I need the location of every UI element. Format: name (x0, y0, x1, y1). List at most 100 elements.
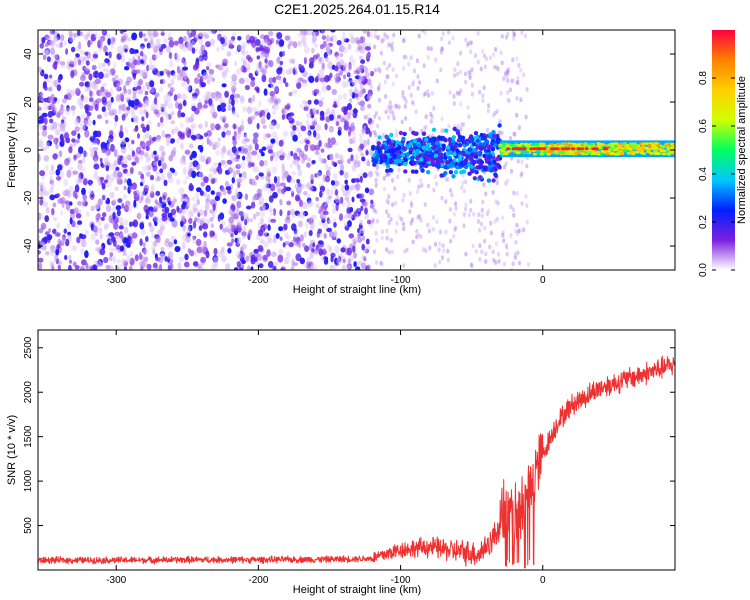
spectrogram-cell (478, 243, 482, 249)
spectrogram-cell (235, 207, 240, 216)
spectrogram-cell (376, 141, 382, 146)
spectrogram-cell (238, 211, 244, 216)
spectrogram-cell (49, 194, 55, 201)
spectrogram-cell (333, 221, 337, 228)
spectrogram-cell (237, 220, 243, 228)
spectrogram-cell (321, 158, 327, 164)
spectrogram-cell (327, 166, 332, 171)
spectrogram-cell (403, 169, 408, 174)
spectrogram-cell (82, 156, 86, 164)
spectrogram-cell (151, 232, 156, 239)
spectrogram-cell (472, 141, 477, 147)
spectrogram-cell (519, 172, 523, 178)
spectrogram-cell (524, 150, 530, 154)
spectrogram-cell (461, 180, 465, 186)
spectrogram-cell (142, 241, 146, 248)
spectrogram-cell (229, 94, 235, 100)
spectrogram-cell (235, 99, 239, 104)
spectrogram-cell (131, 32, 138, 40)
spectrogram-cell (493, 172, 498, 177)
spectrogram-cell (369, 31, 374, 39)
spectrogram-cell (127, 37, 133, 42)
x-tick-label: -300 (106, 575, 126, 586)
spectrogram-cell (264, 64, 269, 70)
spectrogram-cell (401, 197, 405, 203)
spectrogram-cell (131, 112, 136, 118)
spectrogram-cell (235, 113, 240, 119)
x-tick-label: -200 (248, 575, 268, 586)
spectrogram-cell (433, 174, 437, 180)
spectrogram-cell (90, 190, 94, 198)
spectrogram-cell (56, 232, 61, 237)
y-tick-label: -20 (23, 190, 34, 205)
spectrogram-cell (53, 106, 57, 114)
spectrogram-cell (115, 94, 121, 102)
spectrogram-cell (149, 40, 154, 49)
spectrogram-cell (385, 135, 390, 140)
spectrogram-cell (101, 96, 107, 104)
spectrogram-cell (292, 68, 296, 75)
spectrogram-cell (387, 148, 392, 154)
spectrogram-cell (328, 246, 333, 253)
spectrogram-cell (432, 106, 436, 111)
spectrogram-cell (222, 145, 227, 153)
spectrogram-cell (401, 65, 406, 71)
spectrogram-cell (388, 108, 392, 114)
spectrogram-cell (48, 96, 54, 103)
spectrogram-cell (55, 176, 62, 181)
colorbar-tick-label: 0.2 (698, 215, 709, 229)
spectrogram-cell (298, 63, 302, 71)
spectrogram-cell (308, 230, 313, 237)
spectrogram-cell (211, 77, 215, 82)
spectrogram-cell (267, 206, 273, 212)
spectrogram-cell (479, 221, 483, 227)
spectrogram-cell (377, 135, 382, 140)
spectrogram-cell (571, 147, 576, 151)
spectrogram-cell (402, 131, 407, 137)
spectrogram-cell (210, 264, 215, 270)
spectrogram-cell (106, 174, 110, 181)
spectrogram-cell (119, 124, 123, 133)
spectrogram-cell (388, 158, 393, 163)
spectrogram-cell (336, 40, 342, 46)
spectrogram-cell (188, 117, 194, 123)
spectrogram-cell (204, 120, 208, 128)
spectrogram-cell (76, 236, 81, 244)
spectrogram-cell (455, 165, 460, 170)
spectrogram-cell (137, 133, 140, 139)
spectrogram-cell (560, 147, 565, 151)
spectrogram-cell (160, 43, 167, 49)
spectrogram-cell (401, 93, 405, 99)
spectrogram-cell (661, 152, 667, 156)
spectrogram-cell (105, 205, 112, 213)
spectrogram-cell (512, 190, 516, 196)
spectrogram-cell (363, 66, 368, 74)
spectrogram-cell (216, 166, 220, 173)
spectrogram-cell (382, 37, 386, 42)
spectrogram-cell (151, 106, 156, 111)
spectrogram-cell (310, 173, 315, 181)
spectrogram-cell (51, 208, 55, 216)
spectrogram-cell (365, 52, 371, 60)
spectrogram-cell (335, 54, 340, 62)
spectrogram-cell (209, 198, 216, 203)
spectrogram-cell (179, 157, 186, 165)
spectrogram-cell (118, 217, 124, 223)
spectrogram-cell (470, 82, 474, 88)
spectrogram-cell (380, 229, 384, 235)
spectrogram-cell (257, 222, 261, 230)
spectrogram-cell (166, 94, 172, 103)
spectrogram-cell (119, 232, 125, 240)
spectrogram-cell (326, 107, 331, 115)
spectrogram-cell (160, 103, 166, 111)
spectrogram-cell (142, 72, 148, 79)
spectrogram-cell (276, 175, 281, 183)
spectrogram-cell (182, 180, 187, 185)
spectrogram-cell (421, 131, 427, 136)
spectrogram-cell (344, 196, 350, 201)
spectrogram-cell (133, 199, 137, 208)
spectrogram-cell (568, 144, 573, 147)
x-tick-label: 0 (540, 275, 546, 286)
spectrogram-cell (368, 170, 373, 178)
spectrogram-cell (553, 147, 558, 151)
